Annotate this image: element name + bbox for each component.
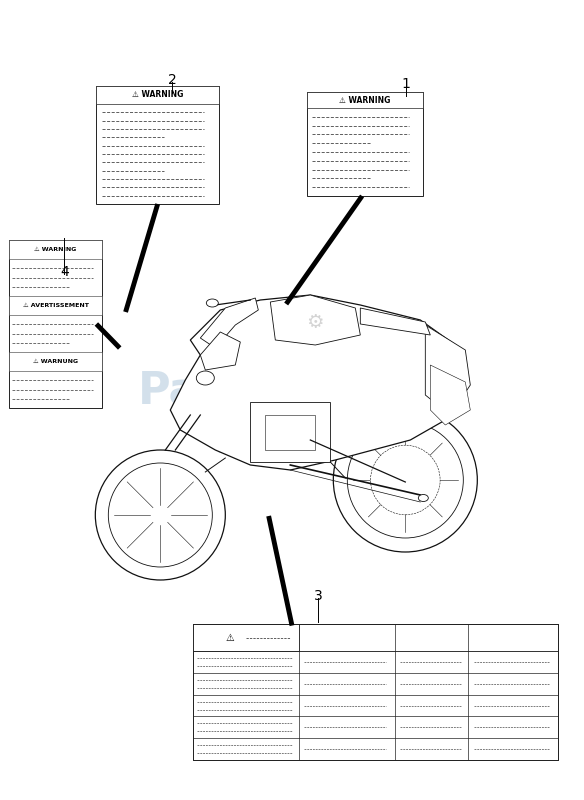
Polygon shape	[200, 332, 241, 370]
Polygon shape	[171, 295, 465, 470]
Polygon shape	[270, 295, 360, 345]
Bar	[265, 415, 315, 450]
Text: ⚠ AVERTISSEMENT: ⚠ AVERTISSEMENT	[23, 303, 88, 308]
Bar	[96, 86, 219, 204]
Text: 4: 4	[60, 265, 68, 279]
Text: ⚠ WARNUNG: ⚠ WARNUNG	[33, 359, 78, 364]
Ellipse shape	[333, 408, 477, 552]
Ellipse shape	[418, 494, 428, 502]
Text: ⚠ WARNING: ⚠ WARNING	[34, 247, 77, 252]
Text: 3: 3	[314, 589, 322, 603]
Text: ⚙: ⚙	[307, 313, 324, 331]
Text: ⚠: ⚠	[225, 633, 234, 642]
Ellipse shape	[370, 445, 440, 515]
Ellipse shape	[196, 371, 214, 385]
Text: ⚠ WARNING: ⚠ WARNING	[339, 95, 391, 105]
Bar	[193, 624, 298, 651]
Bar	[9, 240, 102, 408]
Polygon shape	[360, 308, 430, 335]
Ellipse shape	[347, 422, 463, 538]
Bar	[307, 92, 423, 196]
Polygon shape	[425, 325, 470, 415]
Bar	[9, 240, 102, 259]
Bar	[251, 402, 331, 462]
Bar	[9, 296, 102, 315]
Text: 1: 1	[401, 77, 411, 91]
Bar	[307, 92, 423, 108]
Bar	[193, 624, 558, 760]
Polygon shape	[430, 365, 470, 425]
Ellipse shape	[95, 450, 225, 580]
Bar	[9, 352, 102, 371]
Ellipse shape	[206, 299, 218, 307]
Bar	[96, 86, 219, 104]
Text: Partseurope
biking: Partseurope biking	[138, 370, 446, 462]
Text: 2: 2	[168, 73, 176, 87]
Polygon shape	[200, 298, 258, 348]
Text: ⚠ WARNING: ⚠ WARNING	[132, 90, 183, 99]
Ellipse shape	[108, 463, 213, 567]
